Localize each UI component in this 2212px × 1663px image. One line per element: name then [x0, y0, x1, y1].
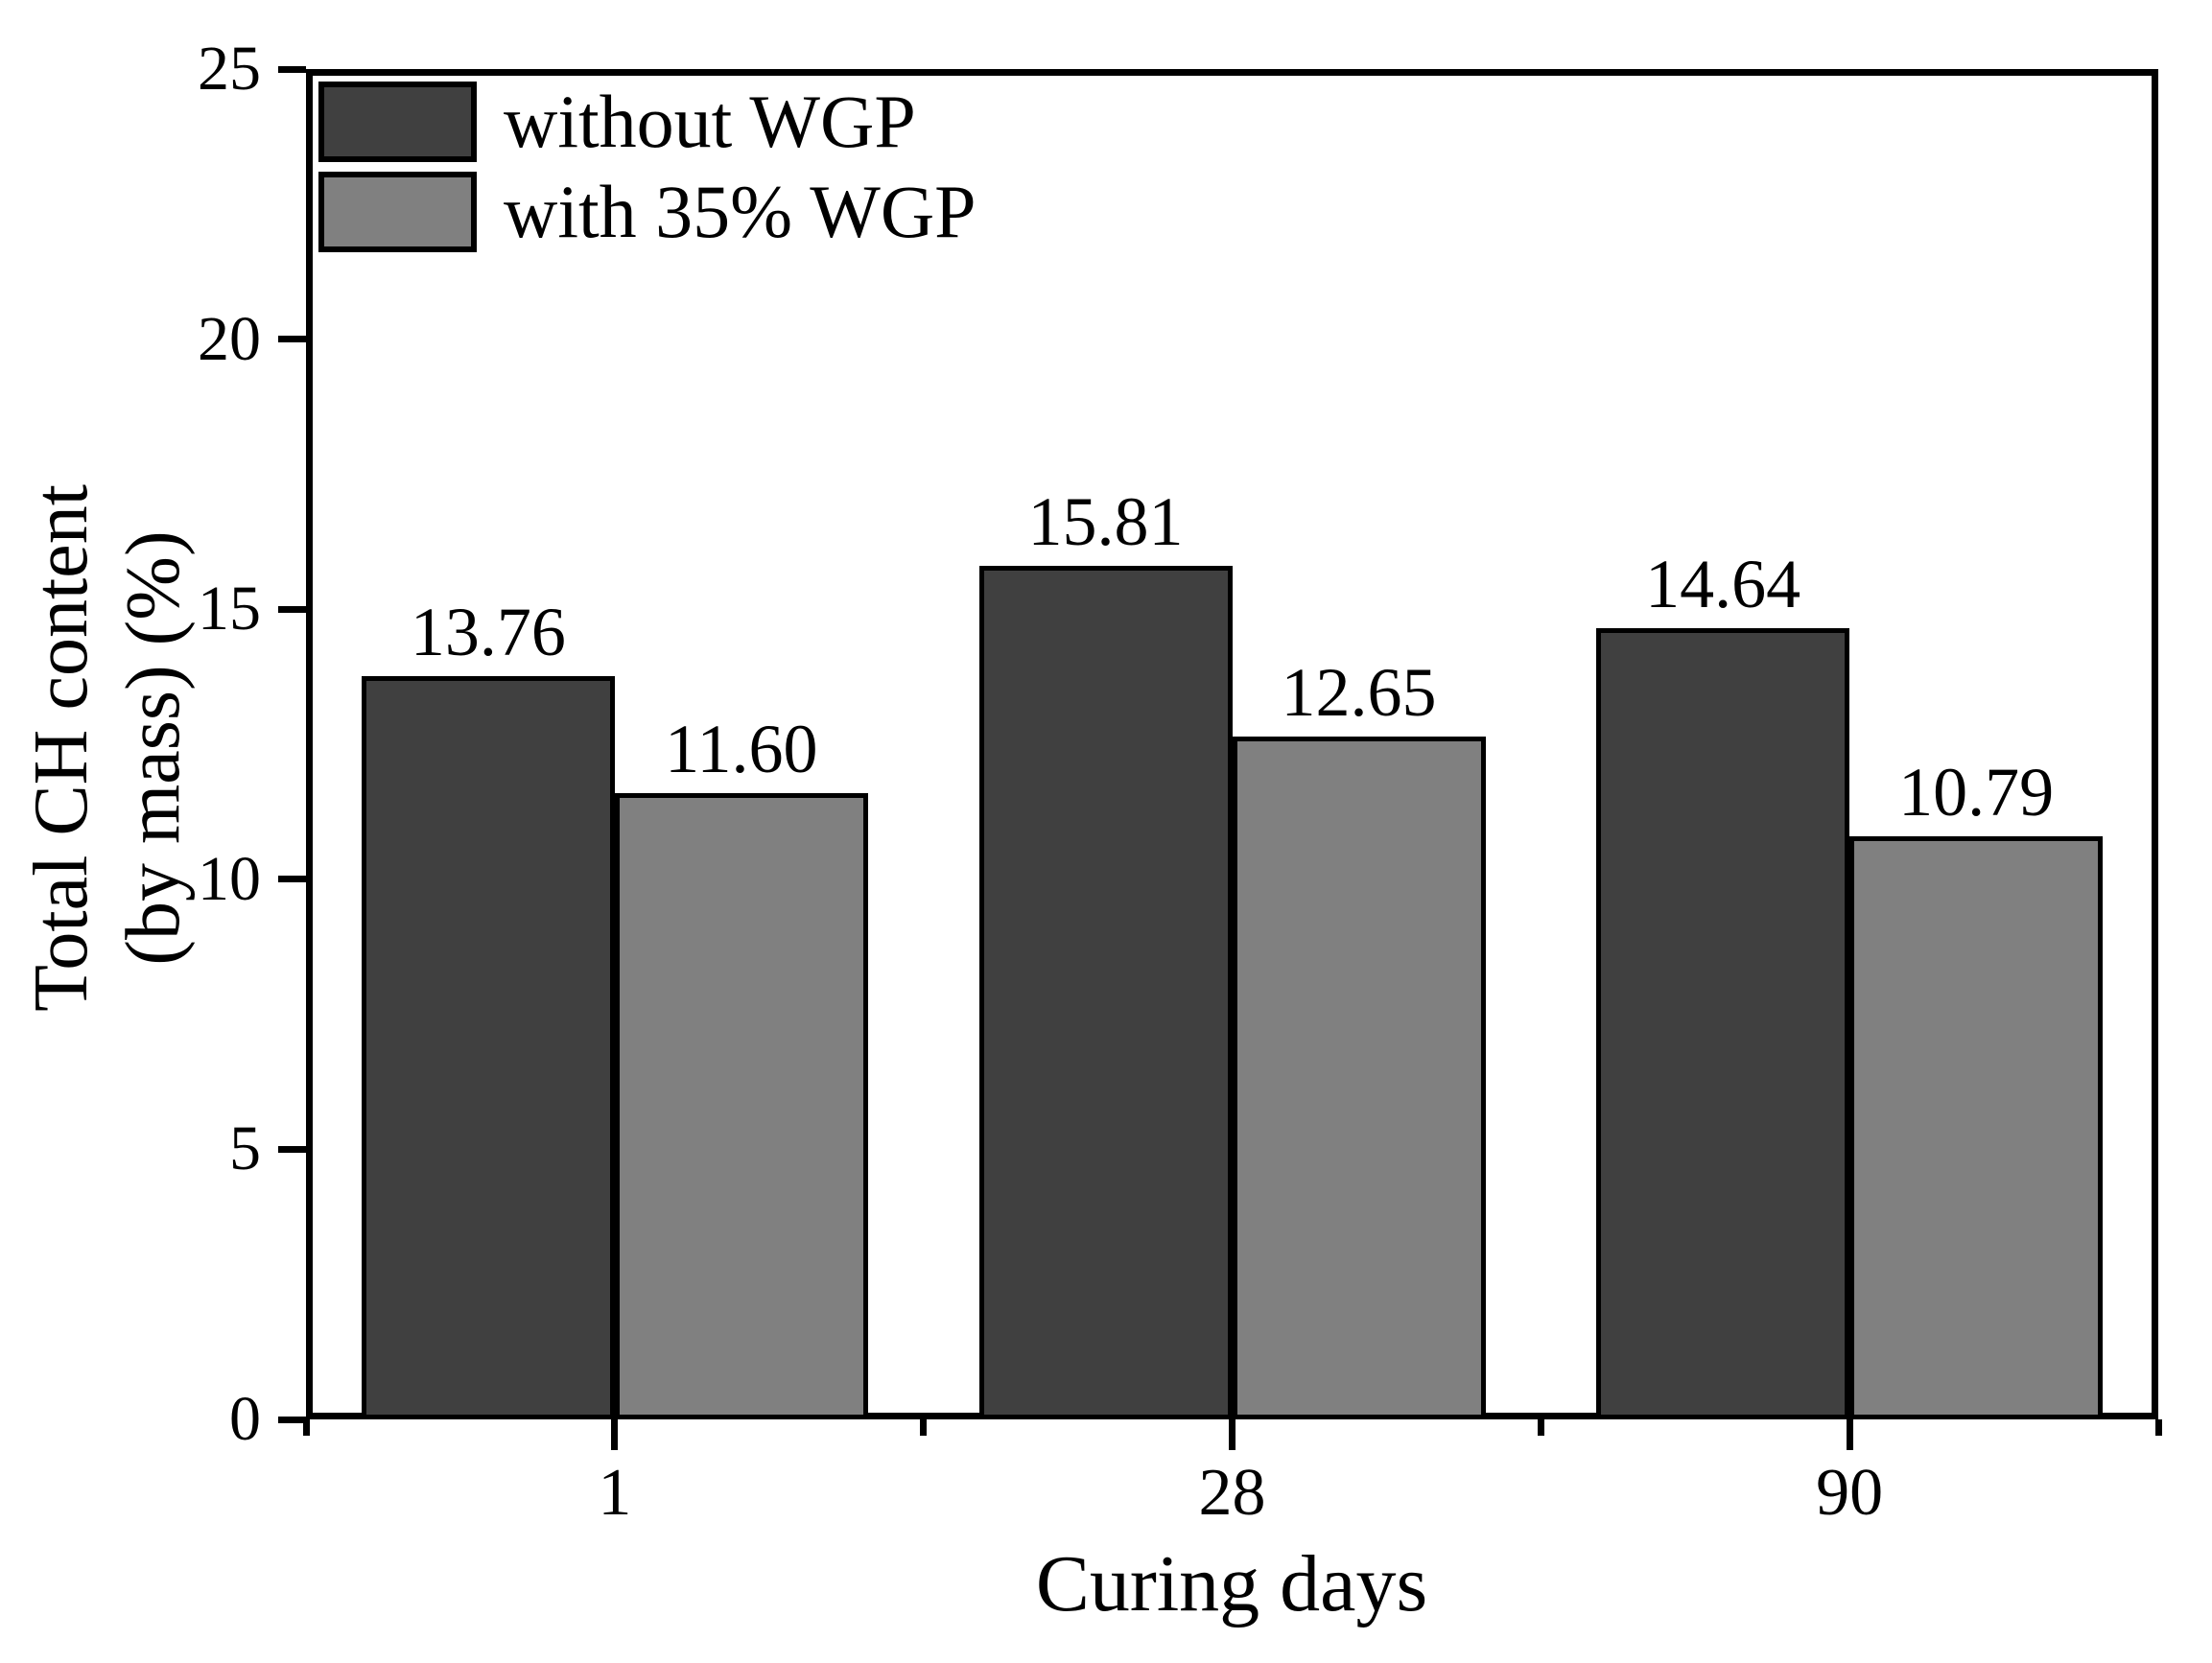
bar-value-label-day-1-series-0: 13.76: [410, 594, 566, 671]
legend-swatch-without-wgp: [318, 82, 477, 162]
bar-with-35-wgp-day-28: [1232, 736, 1486, 1419]
y-axis-tick-label-15: 15: [198, 574, 261, 644]
y-axis-tick-label-10: 10: [198, 843, 261, 914]
bar-with-35-wgp-day-1: [614, 792, 868, 1419]
x-axis-tick-label-1: 1: [598, 1456, 632, 1530]
bar-value-label-day-90-series-1: 10.79: [1898, 754, 2055, 832]
x-axis-title: Curing days: [1035, 1539, 1428, 1628]
x-axis-tick-label-28: 28: [1198, 1456, 1266, 1530]
x-axis-tick-90: [1846, 1419, 1853, 1450]
y-axis-tick-15: [278, 605, 306, 613]
legend-item-without-wgp: without WGP: [318, 82, 977, 162]
y-axis-tick-label-0: 0: [229, 1384, 261, 1454]
y-axis-tick-label-20: 20: [198, 303, 261, 374]
y-axis-title-line2: (by mass) (%): [111, 530, 196, 966]
y-axis-tick-10: [278, 876, 306, 883]
bar-value-label-day-90-series-0: 14.64: [1645, 546, 1801, 623]
y-axis-tick-20: [278, 336, 306, 343]
y-axis-tick-5: [278, 1145, 306, 1153]
bar-without-wgp-day-1: [361, 676, 615, 1419]
x-axis-tick-1: [611, 1419, 619, 1450]
x-axis-boundary-tick-0: [302, 1419, 310, 1436]
legend-swatch-with-35-wgp: [318, 172, 477, 252]
x-axis-tick-28: [1229, 1419, 1235, 1450]
legend-label-without-wgp: without WGP: [504, 80, 916, 163]
bar-value-label-day-1-series-1: 11.60: [665, 710, 818, 787]
x-axis-boundary-tick-2: [1537, 1419, 1544, 1436]
y-axis-tick-label-5: 5: [229, 1113, 261, 1184]
y-axis-title: Total CH content (by mass) (%): [15, 484, 200, 1012]
bar-with-35-wgp-day-90: [1849, 836, 2104, 1419]
bar-without-wgp-day-90: [1596, 628, 1850, 1419]
legend: without WGP with 35% WGP: [318, 82, 977, 252]
x-axis-tick-label-90: 90: [1816, 1456, 1884, 1530]
bar-value-label-day-28-series-0: 15.81: [1027, 482, 1184, 560]
legend-item-with-35-wgp: with 35% WGP: [318, 172, 977, 252]
y-axis-tick-label-25: 25: [198, 34, 261, 104]
y-axis-tick-0: [278, 1416, 306, 1423]
bar-value-label-day-28-series-1: 12.65: [1281, 653, 1437, 731]
x-axis-boundary-tick-3: [2154, 1419, 2162, 1436]
y-axis-title-line1: Total CH content: [19, 484, 104, 1012]
y-axis-tick-25: [278, 65, 306, 73]
x-axis-boundary-tick-1: [920, 1419, 928, 1436]
legend-label-with-35-wgp: with 35% WGP: [504, 170, 977, 253]
bar-without-wgp-day-28: [978, 565, 1233, 1419]
